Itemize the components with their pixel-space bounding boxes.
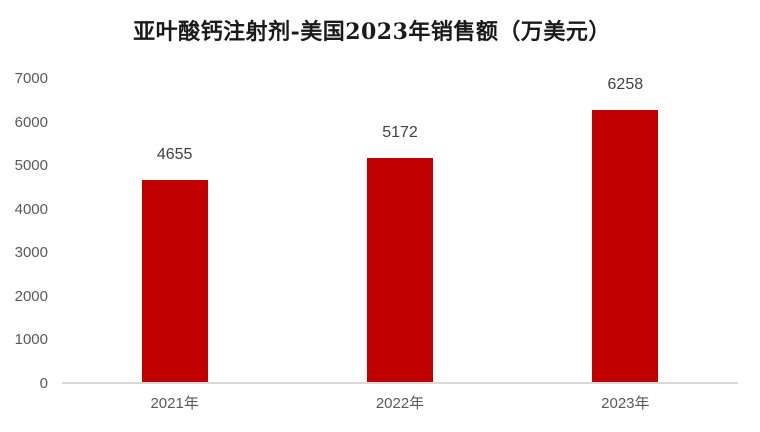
y-tick-label: 0: [39, 375, 48, 392]
bar-data-label: 5172: [382, 123, 418, 141]
bar-data-label: 6258: [607, 76, 644, 94]
y-tick-label: 4000: [14, 200, 48, 218]
chart-title: 亚叶酸钙注射剂-美国2023年销售额（万美元）: [133, 19, 611, 45]
bar: [141, 180, 208, 383]
y-tick-label: 6000: [14, 113, 48, 131]
x-axis-line: [62, 382, 738, 384]
bar-data-label: 4655: [156, 146, 193, 164]
x-tick-label: 2023年: [601, 395, 650, 412]
y-tick-label: 3000: [14, 244, 48, 262]
y-tick-label: 1000: [14, 331, 48, 349]
y-tick-label: 7000: [14, 70, 48, 87]
x-tick-label: 2022年: [375, 395, 425, 412]
bar: [367, 157, 433, 383]
y-tick-label: 5000: [14, 157, 48, 175]
y-tick-label: 2000: [14, 287, 48, 305]
x-tick-label: 2021年: [150, 395, 199, 412]
bar: [592, 110, 659, 383]
